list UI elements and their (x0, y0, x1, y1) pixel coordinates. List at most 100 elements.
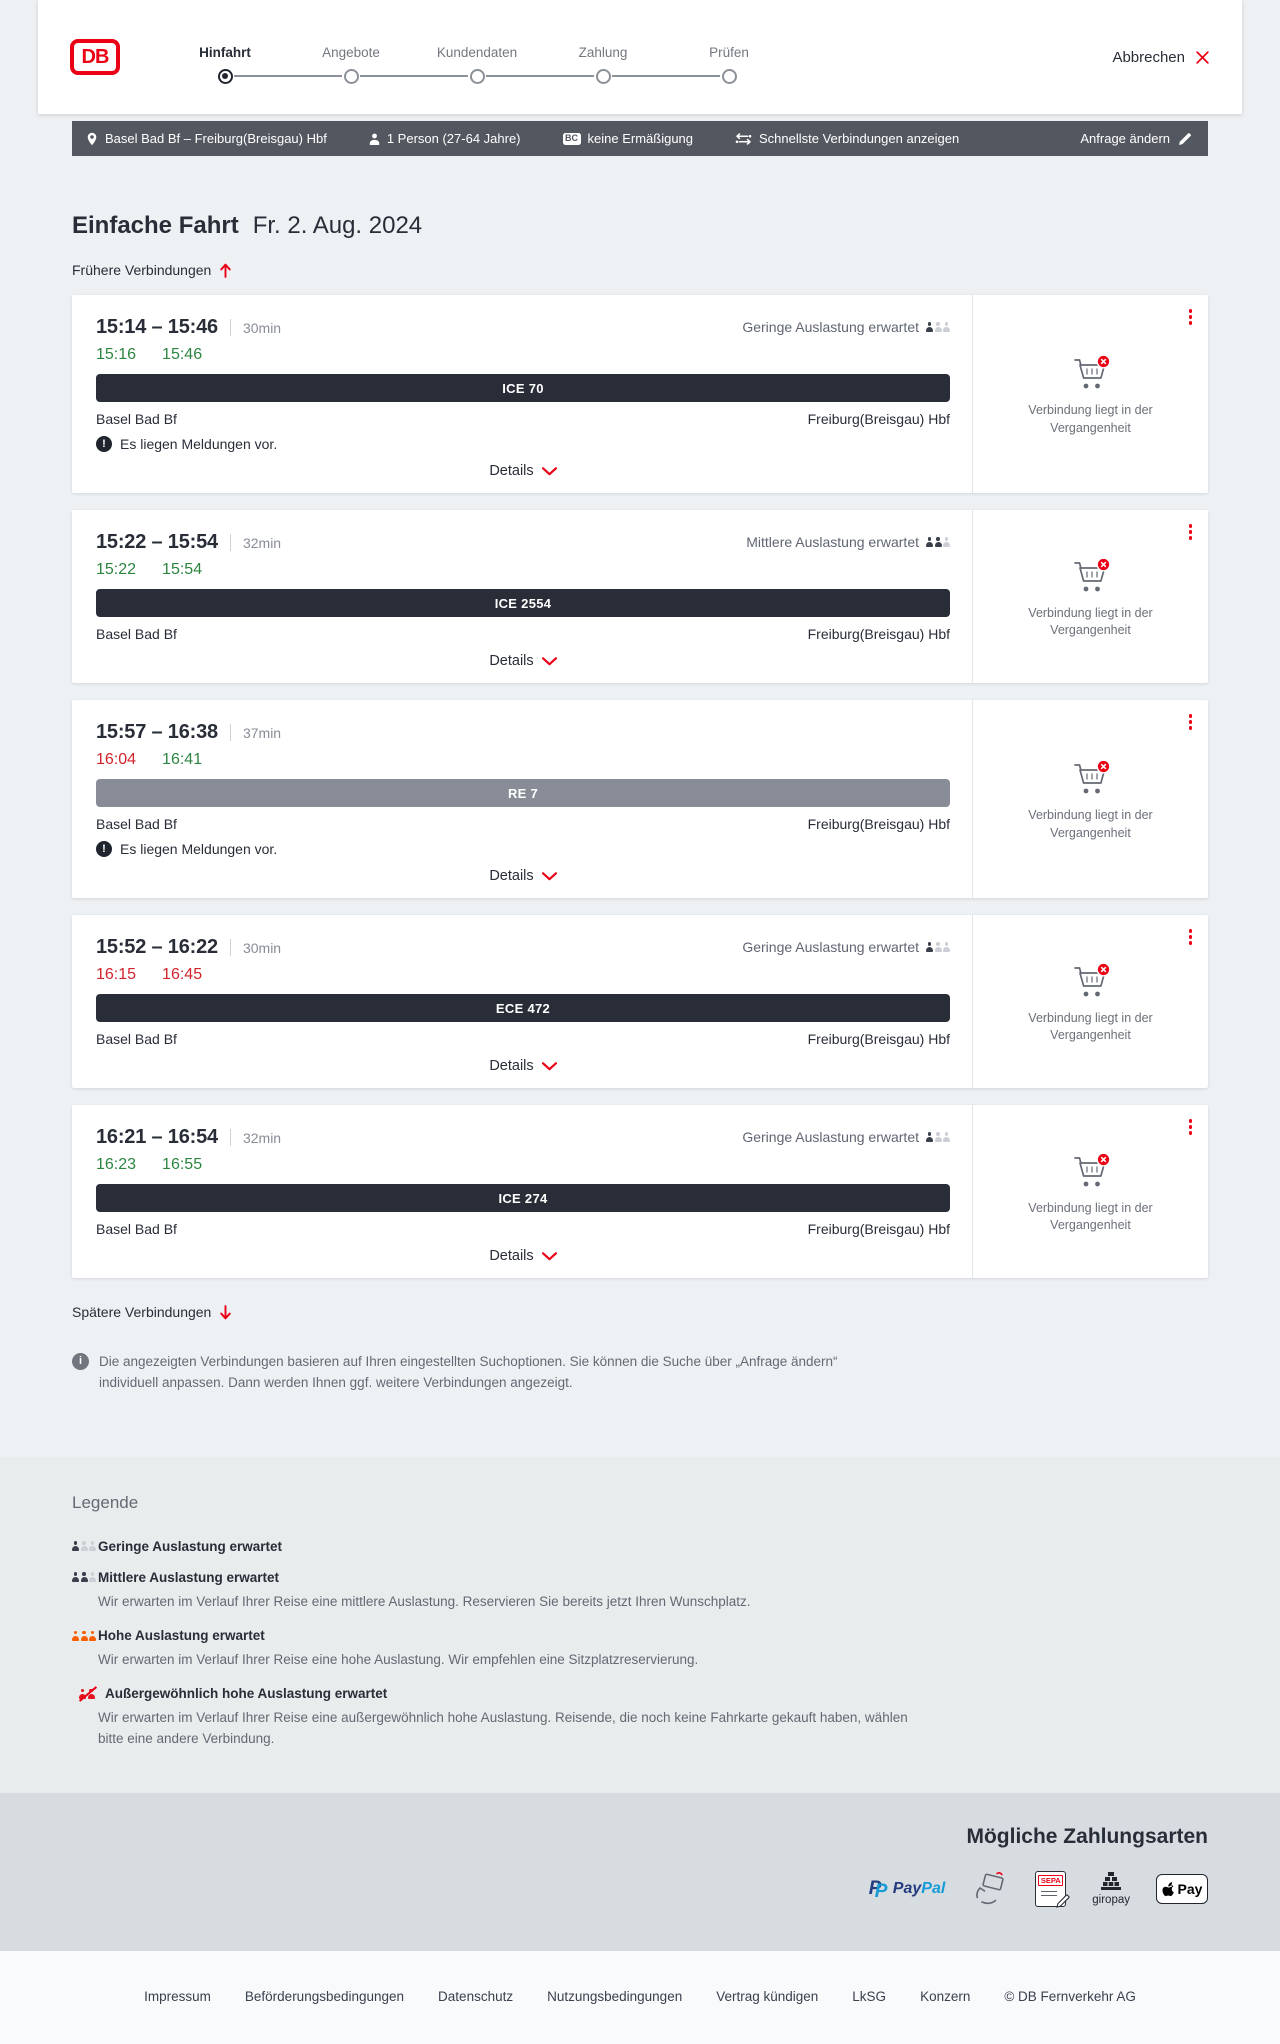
train-label-bar: ECE 472 (96, 994, 950, 1022)
more-options-button[interactable] (1185, 1115, 1197, 1139)
travelers-text: 1 Person (27-64 Jahre) (386, 131, 521, 146)
stations-row: Basel Bad Bf Freiburg(Breisgau) Hbf (96, 1221, 950, 1237)
step-pruefen: Prüfen (666, 45, 792, 84)
details-button[interactable]: Details (489, 653, 557, 669)
cancel-button[interactable]: Abbrechen (1112, 49, 1210, 66)
connection-card: 15:22 – 15:54 32min Mittlere Auslastung … (72, 510, 1208, 683)
connection-card-side: Verbindung liegt in der Vergangenheit (972, 700, 1208, 898)
time-duration-divider (229, 939, 231, 956)
step-label: Angebote (322, 44, 380, 60)
actual-times: 16:04 16:41 (96, 751, 950, 769)
departure-station: Basel Bad Bf (96, 626, 177, 642)
step-label: Kundendaten (436, 44, 518, 60)
actual-times: 15:22 15:54 (96, 561, 950, 579)
departure-station: Basel Bad Bf (96, 1031, 177, 1047)
duration: 30min (242, 319, 282, 336)
info-icon (72, 1353, 89, 1370)
legend-label: Außergewöhnlich hohe Auslastung erwartet (105, 1686, 388, 1702)
occupancy-text: Geringe Auslastung erwartet (742, 939, 919, 955)
step-hinfahrt: Hinfahrt (162, 44, 342, 84)
footer-link-impressum[interactable]: Impressum (144, 1988, 211, 2004)
stations-row: Basel Bad Bf Freiburg(Breisgau) Hbf (96, 411, 950, 427)
actual-arrival: 16:41 (162, 751, 203, 768)
progress-stepper: Hinfahrt Angebote Kundendaten Zahlung Pr… (162, 45, 792, 84)
sort-arrows-icon (735, 132, 752, 145)
more-options-button[interactable] (1185, 710, 1197, 734)
messages-text: Es liegen Meldungen vor. (120, 436, 278, 452)
actual-departure: 16:23 (96, 1156, 137, 1173)
payment-title: Mögliche Zahlungsarten (966, 1824, 1208, 1848)
arrow-up-icon (220, 263, 232, 278)
planned-times: 15:57 – 16:38 37min (96, 721, 281, 744)
legend-item-medium: Mittlere Auslastung erwartet Wir erwarte… (72, 1570, 1208, 1612)
time-range: 16:21 – 16:54 (96, 1126, 218, 1148)
giropay-icon: giropay (1092, 1871, 1130, 1906)
duration: 32min (242, 534, 282, 551)
connection-card-main: 16:21 – 16:54 32min Geringe Auslastung e… (72, 1105, 972, 1278)
credit-card-hand-icon (976, 1871, 1004, 1904)
actual-departure: 16:04 (96, 751, 137, 768)
connection-card-main: 15:57 – 16:38 37min 16:04 16:41 RE 7 Bas… (72, 700, 972, 898)
footer-link-nutzungsbedingungen[interactable]: Nutzungsbedingungen (547, 1988, 683, 2004)
later-connections-link[interactable]: Spätere Verbindungen (72, 1304, 232, 1320)
connection-card-side: Verbindung liegt in der Vergangenheit (972, 1105, 1208, 1278)
stations-row: Basel Bad Bf Freiburg(Breisgau) Hbf (96, 816, 950, 832)
pencil-icon (1056, 1894, 1070, 1908)
step-dot (469, 68, 485, 84)
trip-date: Fr. 2. Aug. 2024 (252, 212, 423, 239)
more-options-button[interactable] (1185, 305, 1197, 329)
footer-link-befoerderungsbedingungen[interactable]: Beförderungsbedingungen (244, 1988, 405, 2004)
occupancy-low-icon (72, 1541, 98, 1552)
legend-label: Hohe Auslastung erwartet (98, 1628, 265, 1644)
occupancy-text: Geringe Auslastung erwartet (742, 319, 919, 335)
actual-arrival: 16:55 (162, 1156, 203, 1173)
results-main: Einfache Fahrt Fr. 2. Aug. 2024 Frühere … (72, 212, 1208, 1394)
occupancy-low-icon (926, 322, 950, 332)
train-number: ECE 472 (495, 1000, 551, 1016)
planned-times: 15:14 – 15:46 30min (96, 316, 281, 339)
details-label: Details (489, 463, 534, 479)
planned-times: 15:52 – 16:22 30min (96, 936, 281, 959)
details-button[interactable]: Details (489, 1058, 557, 1074)
details-button[interactable]: Details (489, 1248, 557, 1264)
connection-list: 15:14 – 15:46 30min Geringe Auslastung e… (72, 295, 1208, 1278)
details-button[interactable]: Details (489, 868, 557, 884)
discount-summary: BC keine Ermäßigung (562, 131, 693, 146)
footer-link-konzern[interactable]: Konzern (920, 1988, 971, 2004)
more-options-button[interactable] (1185, 520, 1197, 544)
cart-unavailable-icon (1073, 354, 1111, 389)
footer-link-datenschutz[interactable]: Datenschutz (438, 1988, 514, 2004)
actual-arrival: 15:54 (162, 561, 203, 578)
details-button[interactable]: Details (489, 463, 557, 479)
occupancy-indicator: Geringe Auslastung erwartet (742, 939, 950, 955)
actual-times: 16:23 16:55 (96, 1156, 950, 1174)
details-label: Details (489, 1248, 534, 1264)
copyright: © DB Fernverkehr AG (1004, 1988, 1136, 2004)
legend-section: Legende Geringe Auslastung erwartet Mitt… (0, 1456, 1280, 1793)
earlier-connections-link[interactable]: Frühere Verbindungen (72, 262, 232, 278)
step-label: Hinfahrt (199, 44, 251, 60)
edit-request-label: Anfrage ändern (1080, 131, 1170, 146)
train-number: ICE 2554 (494, 595, 552, 611)
legend-title: Legende (72, 1492, 139, 1512)
time-range: 15:57 – 16:38 (96, 721, 218, 743)
step-dot (721, 68, 737, 84)
more-options-button[interactable] (1185, 925, 1197, 949)
footer-link-vertrag-kuendigen[interactable]: Vertrag kündigen (716, 1988, 819, 2004)
step-zahlung: Zahlung (540, 45, 720, 84)
cart-unavailable-icon (1073, 961, 1111, 996)
search-summary-bar: Basel Bad Bf – Freiburg(Breisgau) Hbf 1 … (72, 121, 1208, 156)
arrival-station: Freiburg(Breisgau) Hbf (807, 411, 950, 427)
route-text: Basel Bad Bf – Freiburg(Breisgau) Hbf (105, 131, 327, 146)
arrow-down-icon (220, 1304, 232, 1319)
time-duration-divider (229, 724, 231, 741)
footer-link-lksg[interactable]: LkSG (852, 1988, 887, 2004)
app-header: DB Hinfahrt Angebote Kundendaten Zahlung… (38, 0, 1242, 114)
step-dot (595, 68, 611, 84)
stations-row: Basel Bad Bf Freiburg(Breisgau) Hbf (96, 1031, 950, 1047)
route-summary: Basel Bad Bf – Freiburg(Breisgau) Hbf (86, 131, 327, 146)
planned-times: 16:21 – 16:54 32min (96, 1126, 281, 1149)
connection-card-side: Verbindung liegt in der Vergangenheit (972, 510, 1208, 683)
edit-request-button[interactable]: Anfrage ändern (1080, 131, 1192, 146)
actual-arrival: 16:45 (162, 966, 203, 983)
